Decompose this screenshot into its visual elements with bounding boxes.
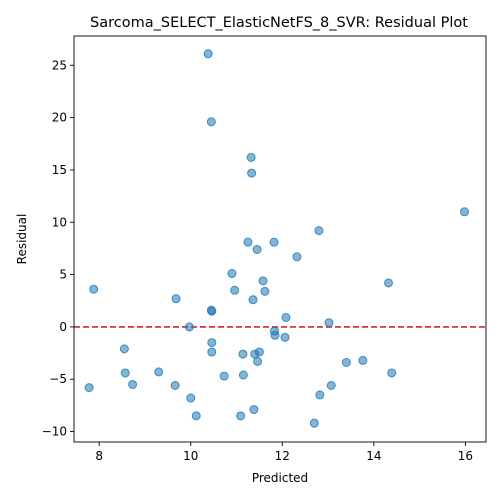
scatter-point [207,347,217,357]
scatter-point [247,168,257,178]
scatter-point [207,306,217,316]
scatter-point [248,295,258,305]
scatter-point [191,411,201,421]
scatter-point [309,418,319,428]
scatter-point [203,49,213,59]
x-tick-label: 8 [95,449,103,463]
scatter-point [227,269,237,279]
plot-frame [73,35,487,443]
scatter-point [238,370,248,380]
scatter-point [383,278,393,288]
y-tick-label: 25 [52,58,67,72]
x-tick-label: 12 [275,449,290,463]
y-tick-label: −5 [49,372,67,386]
y-tick-label: 0 [59,320,67,334]
y-tick-label: 15 [52,163,67,177]
scatter-point [120,368,130,378]
scatter-point [314,226,324,236]
scatter-point [269,237,279,247]
scatter-point [89,284,99,294]
scatter-point [186,393,196,403]
scatter-point [154,367,164,377]
scatter-point [119,344,129,354]
scatter-point [280,332,290,342]
x-tick-label: 10 [183,449,198,463]
y-tick-label: 10 [52,215,67,229]
scatter-point [249,405,259,415]
y-tick-label: 5 [59,268,67,282]
scatter-point [170,380,180,390]
scatter-point [258,276,268,286]
scatter-point [315,390,325,400]
scatter-point [128,379,138,389]
scatter-point [184,322,194,332]
scatter-point [358,355,368,365]
scatter-point [84,383,94,393]
y-tick-label: 20 [52,111,67,125]
scatter-point [236,411,246,421]
scatter-point [292,252,302,262]
scatter-point [253,356,263,366]
scatter-point [281,312,291,322]
scatter-point [252,244,262,254]
axes: 8 10 12 14 16 −10 −5 0 5 10 15 20 25 [42,35,487,463]
scatter-point [206,117,216,127]
scatter-point [387,368,397,378]
scatter-point [326,380,336,390]
y-axis-label: Residual [15,214,29,265]
scatter-point [207,338,217,348]
scatter-point [250,349,260,359]
chart-title: Sarcoma_SELECT_ElasticNetFS_8_SVR: Resid… [90,15,468,31]
scatter-point [341,357,351,367]
x-tick-label: 16 [458,449,473,463]
scatter-point [243,237,253,247]
x-axis-label: Predicted [252,471,308,485]
scatter-point [270,330,280,340]
y-tick-label: −10 [42,425,67,439]
scatter-point [219,371,229,381]
scatter-point [238,349,248,359]
x-tick-label: 14 [366,449,381,463]
scatter-point [171,294,181,304]
scatter-point [260,286,270,296]
scatter-point [324,318,334,328]
scatter-point [246,152,256,162]
scatter-point [459,207,469,217]
scatter-point [230,285,240,295]
scatter-points [84,49,469,428]
